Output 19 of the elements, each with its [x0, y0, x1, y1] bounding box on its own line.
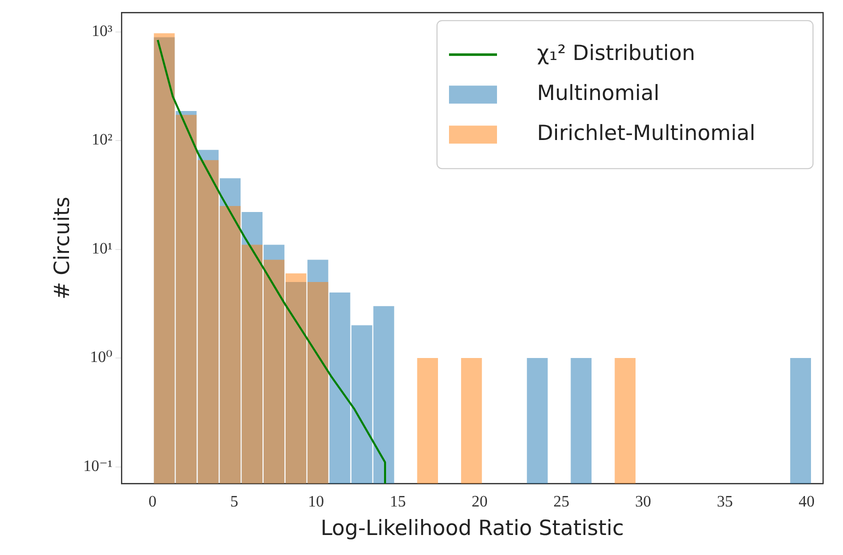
legend-label: Dirichlet-Multinomial	[537, 121, 756, 146]
x-axis-title: Log-Likelihood Ratio Statistic	[320, 516, 624, 540]
x-tick-label: 10	[308, 493, 324, 510]
x-tick-label: 40	[798, 493, 815, 510]
y-tick-label: 10²	[92, 132, 113, 149]
x-tick-label: 35	[716, 493, 733, 510]
x-tick-label: 20	[472, 493, 488, 510]
y-axis-title: # Circuits	[50, 196, 74, 300]
x-tick-label: 15	[390, 493, 406, 510]
legend-label: Multinomial	[537, 81, 660, 106]
x-tick-label: 30	[635, 493, 652, 510]
y-tick-label: 10⁰	[90, 349, 112, 366]
legend-label: χ₁² Distribution	[537, 41, 696, 66]
y-tick-label: 10³	[92, 22, 113, 40]
x-tick-label: 25	[553, 493, 570, 510]
x-tick-label: 5	[230, 493, 238, 510]
y-tick-label: 10¹	[92, 240, 113, 258]
x-tick-label: 0	[148, 493, 157, 510]
y-tick-label: 10⁻¹	[83, 458, 113, 475]
